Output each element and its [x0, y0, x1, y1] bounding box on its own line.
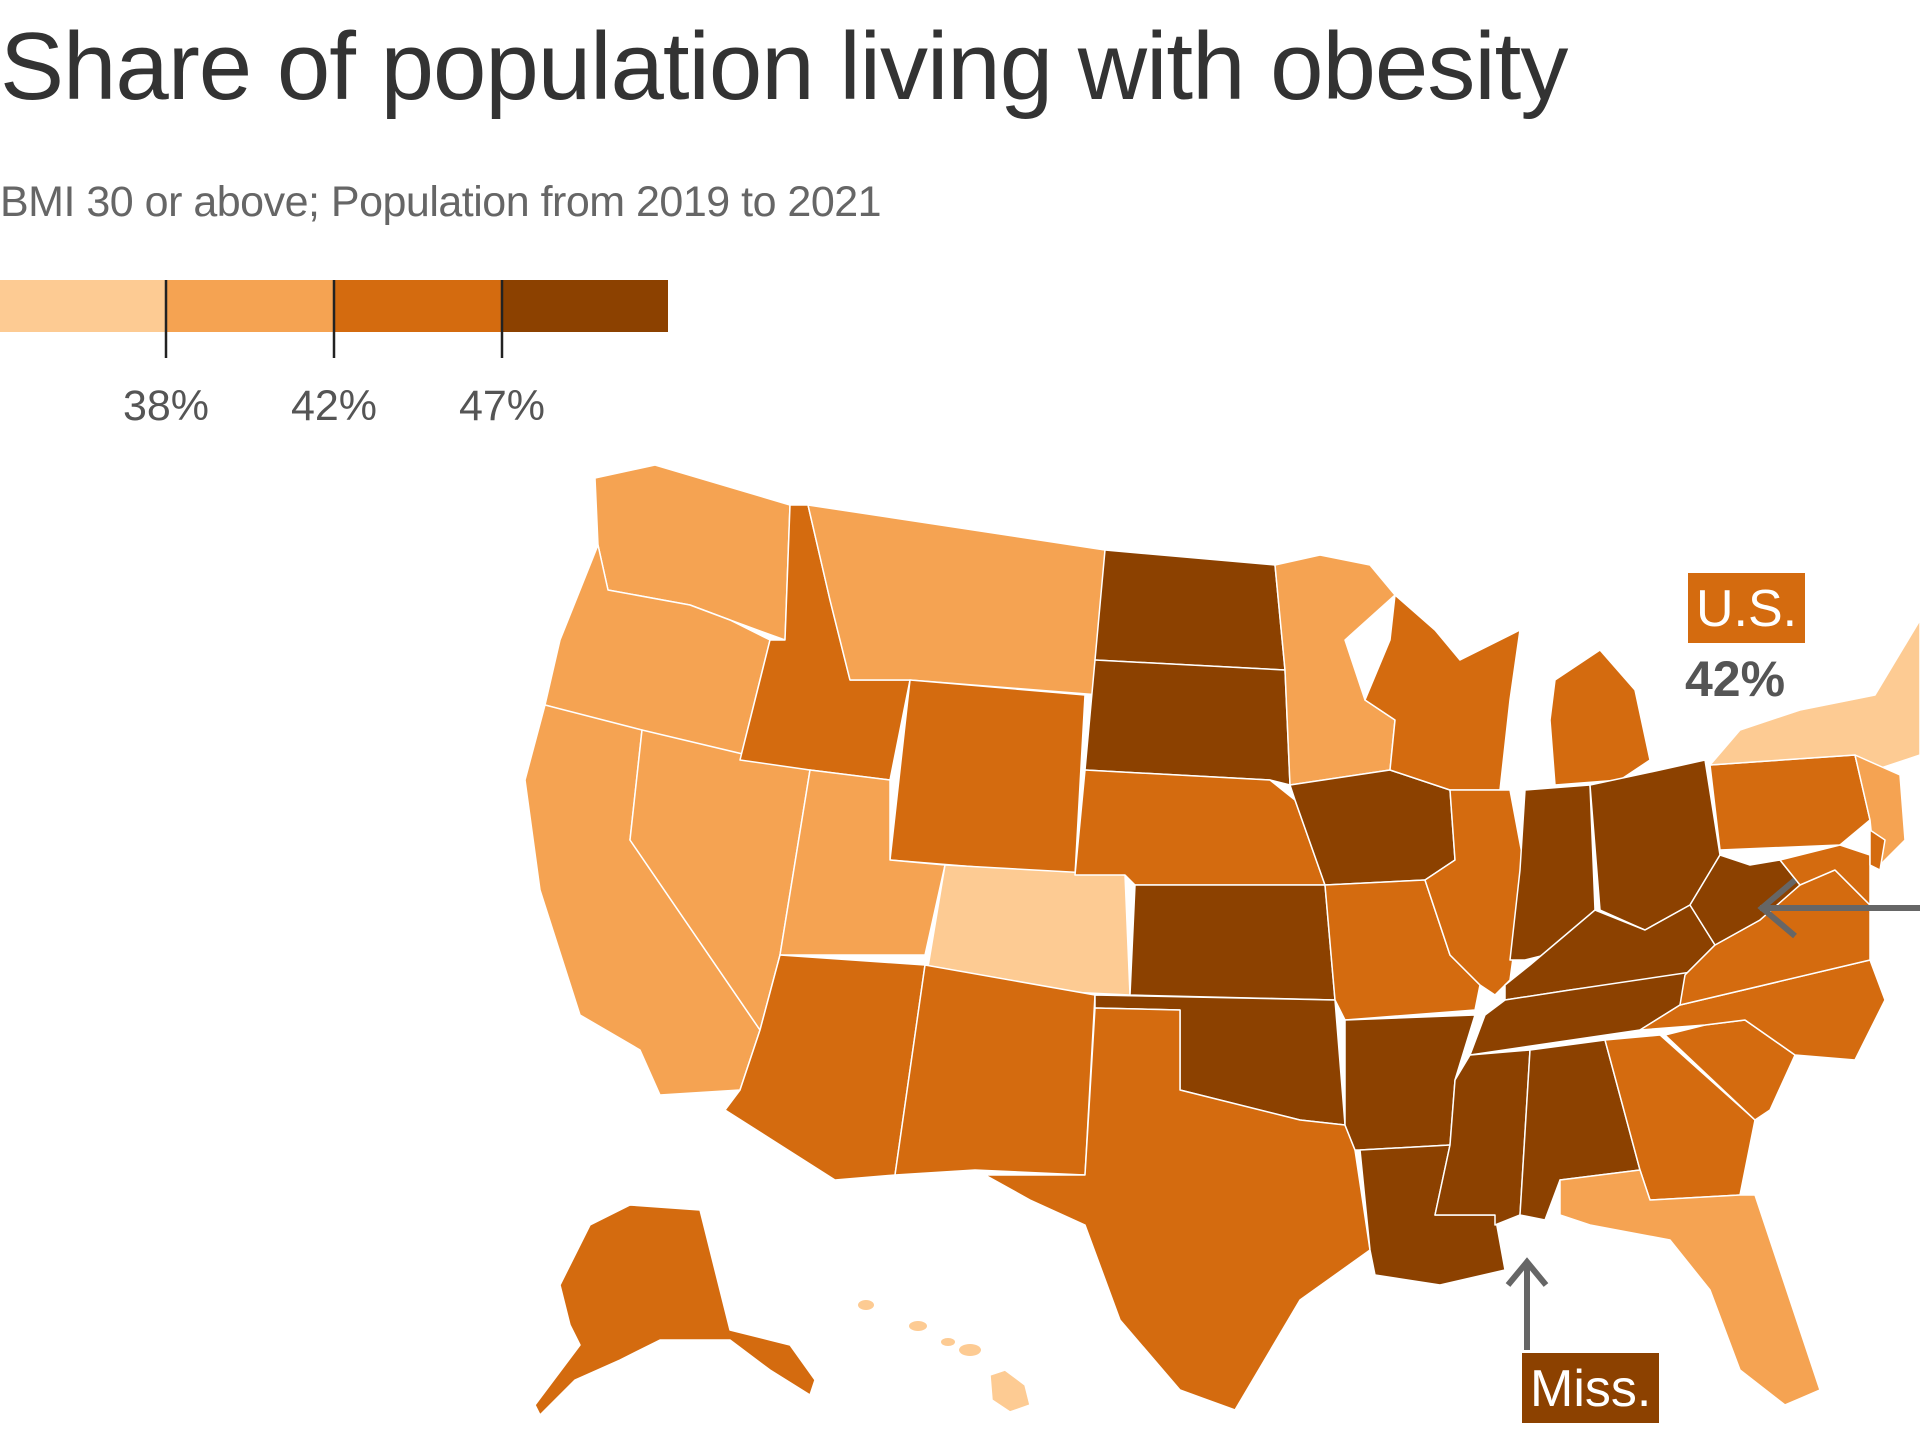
state-MT	[807, 504, 1106, 696]
state-AK	[534, 1204, 816, 1416]
hawaii-island	[941, 1338, 955, 1346]
arrow-right-head	[1757, 877, 1797, 939]
state-KS	[1129, 884, 1336, 1001]
hawaii-islands	[858, 1300, 981, 1356]
state-DE	[1869, 829, 1886, 871]
hawaii-island	[909, 1321, 927, 1331]
legend-swatch-3	[334, 280, 502, 332]
chart-subtitle: BMI 30 or above; Population from 2019 to…	[0, 178, 882, 226]
state-IN	[1509, 784, 1596, 961]
state-SD	[1084, 659, 1291, 786]
hawaii-island	[858, 1300, 874, 1310]
state-ND	[1094, 549, 1286, 671]
state-IL	[1424, 789, 1526, 996]
us-callout-label: U.S.	[1688, 573, 1806, 643]
legend-swatch-1	[0, 280, 166, 332]
state-TX	[984, 1007, 1371, 1411]
hawaii-island	[959, 1344, 981, 1356]
state-NM	[894, 964, 1096, 1176]
state-HI	[989, 1369, 1031, 1413]
state-MI	[1549, 649, 1651, 786]
state-FL	[1559, 1169, 1821, 1406]
arrow-miss-head	[1505, 1257, 1549, 1287]
chart-title: Share of population living with obesity	[0, 13, 1568, 120]
legend-label: 47%	[459, 382, 545, 430]
legend-label: 38%	[123, 382, 209, 430]
color-legend: 38% 42% 47%	[0, 280, 668, 430]
state-WY	[889, 679, 1086, 876]
legend-swatch-4	[502, 280, 668, 332]
legend-label: 42%	[291, 382, 377, 430]
state-NE	[1074, 769, 1326, 886]
state-PA	[1709, 754, 1871, 851]
legend-swatch-2	[166, 280, 334, 332]
state-NJ	[1854, 754, 1906, 871]
us-callout-value: 42%	[1685, 651, 1786, 707]
miss-callout-label: Miss.	[1522, 1353, 1660, 1423]
